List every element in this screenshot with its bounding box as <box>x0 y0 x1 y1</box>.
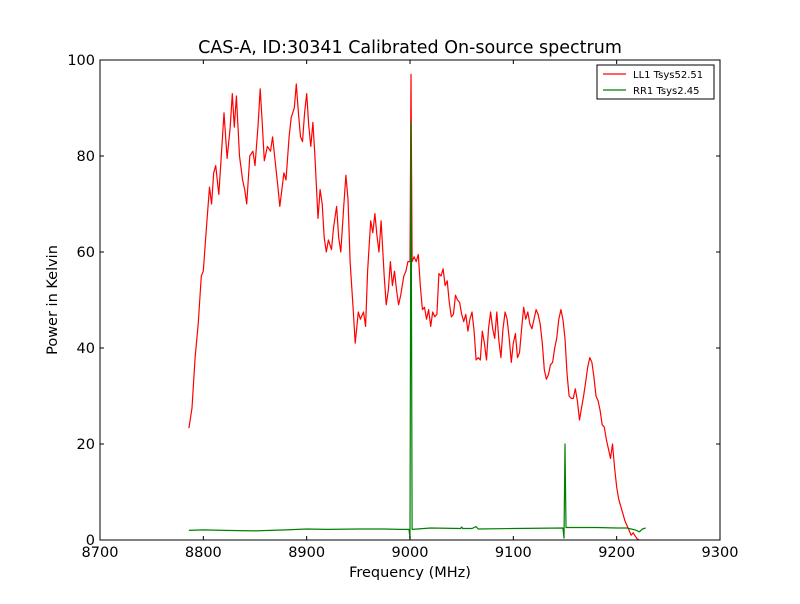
x-tick-label: 9200 <box>598 545 635 561</box>
series-line-ll1 <box>188 73 640 540</box>
chart-title: CAS-A, ID:30341 Calibrated On-source spe… <box>198 38 622 58</box>
x-tick-label: 9000 <box>392 545 429 561</box>
series-layer <box>188 73 646 540</box>
x-tick-label: 8900 <box>288 545 325 561</box>
x-tick-label: 9300 <box>702 545 739 561</box>
y-tick-label: 100 <box>67 53 95 69</box>
legend-label-rr1: RR1 Tsys2.45 <box>633 86 700 97</box>
y-tick-label: 60 <box>77 245 95 261</box>
tick-layer: 8700 8800 8900 9000 9100 9200 9300 0 20 40 60 80 100 <box>67 53 738 561</box>
x-tick-label: 9100 <box>495 545 532 561</box>
x-tick-label: 8800 <box>185 545 222 561</box>
series-line-rr1 <box>188 121 646 540</box>
legend: LL1 Tsys52.51 RR1 Tsys2.45 <box>596 64 715 100</box>
legend-box <box>596 64 715 100</box>
y-tick-label: 0 <box>86 533 95 549</box>
y-tick-label: 20 <box>77 437 95 453</box>
y-tick-label: 40 <box>77 341 95 357</box>
x-tick-label: 8700 <box>82 545 119 561</box>
y-tick-label: 80 <box>77 149 95 165</box>
x-axis-label: Frequency (MHz) <box>349 565 471 581</box>
y-axis-label: Power in Kelvin <box>45 245 61 355</box>
legend-label-ll1: LL1 Tsys52.51 <box>633 70 703 81</box>
